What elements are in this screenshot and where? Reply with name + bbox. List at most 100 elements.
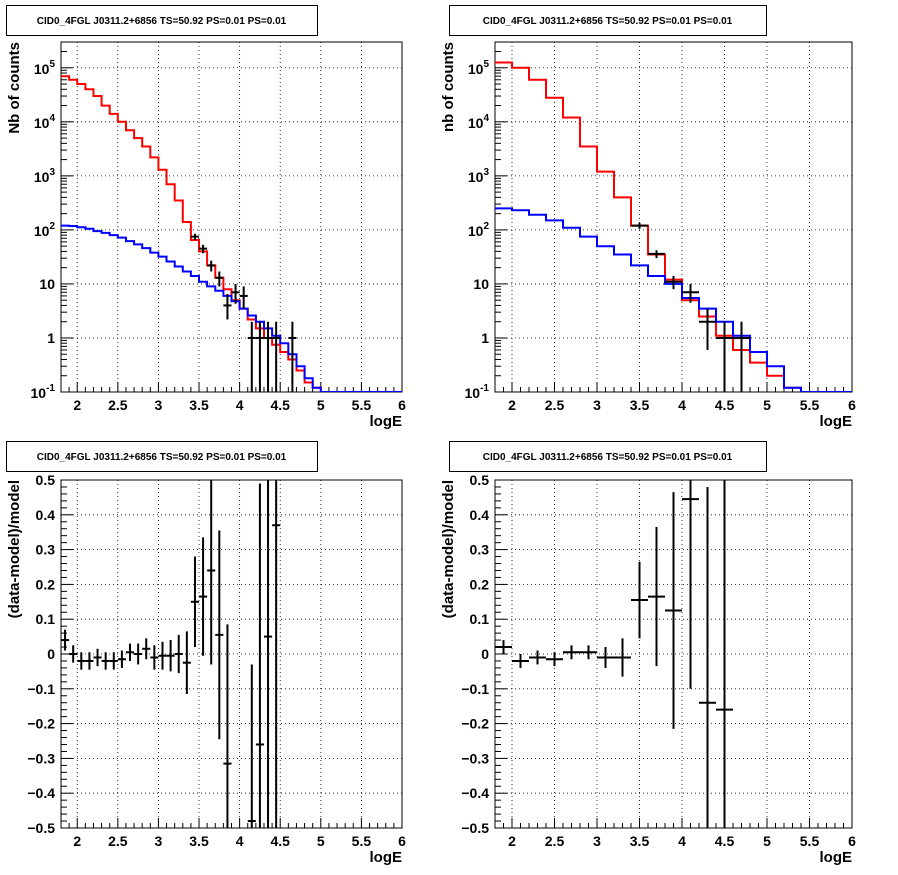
residual-point xyxy=(563,645,580,660)
residual-point xyxy=(142,638,151,660)
x-tick-label: 6 xyxy=(848,397,856,413)
data-point xyxy=(223,294,232,320)
residual-point xyxy=(93,648,102,667)
plot-frame xyxy=(60,41,403,393)
x-tick-label: 2.5 xyxy=(545,833,565,849)
x-tick-label: 6 xyxy=(848,833,856,849)
x-tick-label: 3.5 xyxy=(630,833,650,849)
y-tick-label: 103 xyxy=(468,167,490,185)
x-tick-label: 5 xyxy=(763,833,771,849)
model-background-histogram xyxy=(61,224,402,392)
plot-frame xyxy=(60,479,403,829)
y-tick-label-base: 10 xyxy=(34,169,50,185)
y-tick-label-exponent: 2 xyxy=(483,221,489,232)
data-point xyxy=(682,283,699,303)
residual-point xyxy=(495,640,512,654)
residual-point xyxy=(77,652,86,670)
data-point xyxy=(733,321,750,392)
residual-point xyxy=(215,530,224,740)
x-tick-label: 4.5 xyxy=(270,397,290,413)
data-point xyxy=(699,308,716,350)
axis-ticks xyxy=(494,41,853,393)
y-tick-label: 10-1 xyxy=(31,383,56,401)
data-layer xyxy=(495,480,733,828)
residual-point xyxy=(174,634,183,674)
residual-point xyxy=(61,629,70,651)
y-tick-label: 104 xyxy=(34,113,56,131)
x-tick-label: 4 xyxy=(678,397,686,413)
y-axis-label: Nb of counts xyxy=(6,42,23,134)
y-tick-label: 0.5 xyxy=(36,472,56,488)
data-point xyxy=(665,276,682,290)
y-tick-label: −0.3 xyxy=(27,750,55,766)
y-tick-label-exponent: -1 xyxy=(480,383,489,394)
residual-point xyxy=(223,624,232,828)
y-tick-label: 0.1 xyxy=(470,611,490,627)
y-tick-label-exponent: 3 xyxy=(49,167,55,178)
model-background-histogram xyxy=(495,207,852,392)
model-total-histogram xyxy=(495,61,852,392)
y-tick-label-exponent: 3 xyxy=(483,167,489,178)
data-point xyxy=(231,283,240,304)
x-tick-label: 2 xyxy=(73,833,81,849)
residual-point xyxy=(255,483,264,828)
residual-point xyxy=(150,645,159,670)
residual-point xyxy=(69,645,78,663)
y-tick-label: 102 xyxy=(34,221,56,239)
y-tick-label-base: 10 xyxy=(465,385,481,401)
plot-frame xyxy=(494,41,853,393)
x-tick-label: 2.5 xyxy=(545,397,565,413)
y-tick-label-base: 10 xyxy=(468,223,484,239)
y-tick-label-base: 10 xyxy=(468,169,484,185)
residual-point xyxy=(716,480,733,828)
y-tick-label-exponent: -1 xyxy=(46,383,55,394)
data-point xyxy=(207,260,216,272)
y-axis-label: (data-model)/model xyxy=(6,480,23,618)
x-tick-label: 3 xyxy=(155,833,163,849)
grid-lines xyxy=(61,480,402,828)
y-tick-label: 10-1 xyxy=(465,383,490,401)
x-tick-label: 2 xyxy=(508,397,516,413)
residual-point xyxy=(117,650,126,668)
y-tick-label: 1 xyxy=(47,330,55,346)
data-layer xyxy=(495,61,852,392)
residual-point xyxy=(614,638,631,677)
y-tick-label: 10 xyxy=(39,276,55,292)
y-tick-label: 0.2 xyxy=(36,576,56,592)
residual-point xyxy=(158,641,167,670)
y-tick-label-base: 10 xyxy=(34,115,50,131)
data-point xyxy=(239,286,248,309)
residual-point xyxy=(182,631,191,695)
y-axis-label: nb of counts xyxy=(440,42,457,132)
x-tick-label: 4.5 xyxy=(715,833,735,849)
x-tick-label: 4.5 xyxy=(715,397,735,413)
model-total-histogram xyxy=(61,75,402,392)
data-layer xyxy=(61,75,402,392)
chart-panel-2: CID0_4FGL J0311.2+6856 TS=50.92 PS=0.01 … xyxy=(440,5,856,430)
residual-point xyxy=(207,480,216,665)
data-point xyxy=(215,271,224,287)
chart-panel-4: CID0_4FGL J0311.2+6856 TS=50.92 PS=0.01 … xyxy=(440,441,856,866)
x-tick-label: 6 xyxy=(398,833,406,849)
residual-point xyxy=(109,652,118,670)
residual-point xyxy=(546,652,563,667)
y-tick-label: 0.1 xyxy=(36,611,56,627)
y-tick-label-base: 10 xyxy=(34,61,50,77)
x-axis-label: logE xyxy=(820,849,853,866)
residual-point xyxy=(631,561,648,639)
x-tick-label: 2 xyxy=(73,397,81,413)
data-point xyxy=(288,321,297,392)
x-tick-label: 4 xyxy=(236,397,244,413)
residual-point xyxy=(190,556,200,648)
residual-point xyxy=(247,664,256,828)
y-tick-label: −0.1 xyxy=(27,681,55,697)
x-axis-label: logE xyxy=(820,413,853,430)
y-tick-label: 0.5 xyxy=(470,472,490,488)
residual-point xyxy=(529,650,546,665)
y-tick-label: −0.5 xyxy=(461,820,489,836)
data-point xyxy=(255,321,264,392)
residual-point xyxy=(272,480,281,828)
chart-title-box xyxy=(449,5,767,36)
residual-point xyxy=(648,526,665,667)
